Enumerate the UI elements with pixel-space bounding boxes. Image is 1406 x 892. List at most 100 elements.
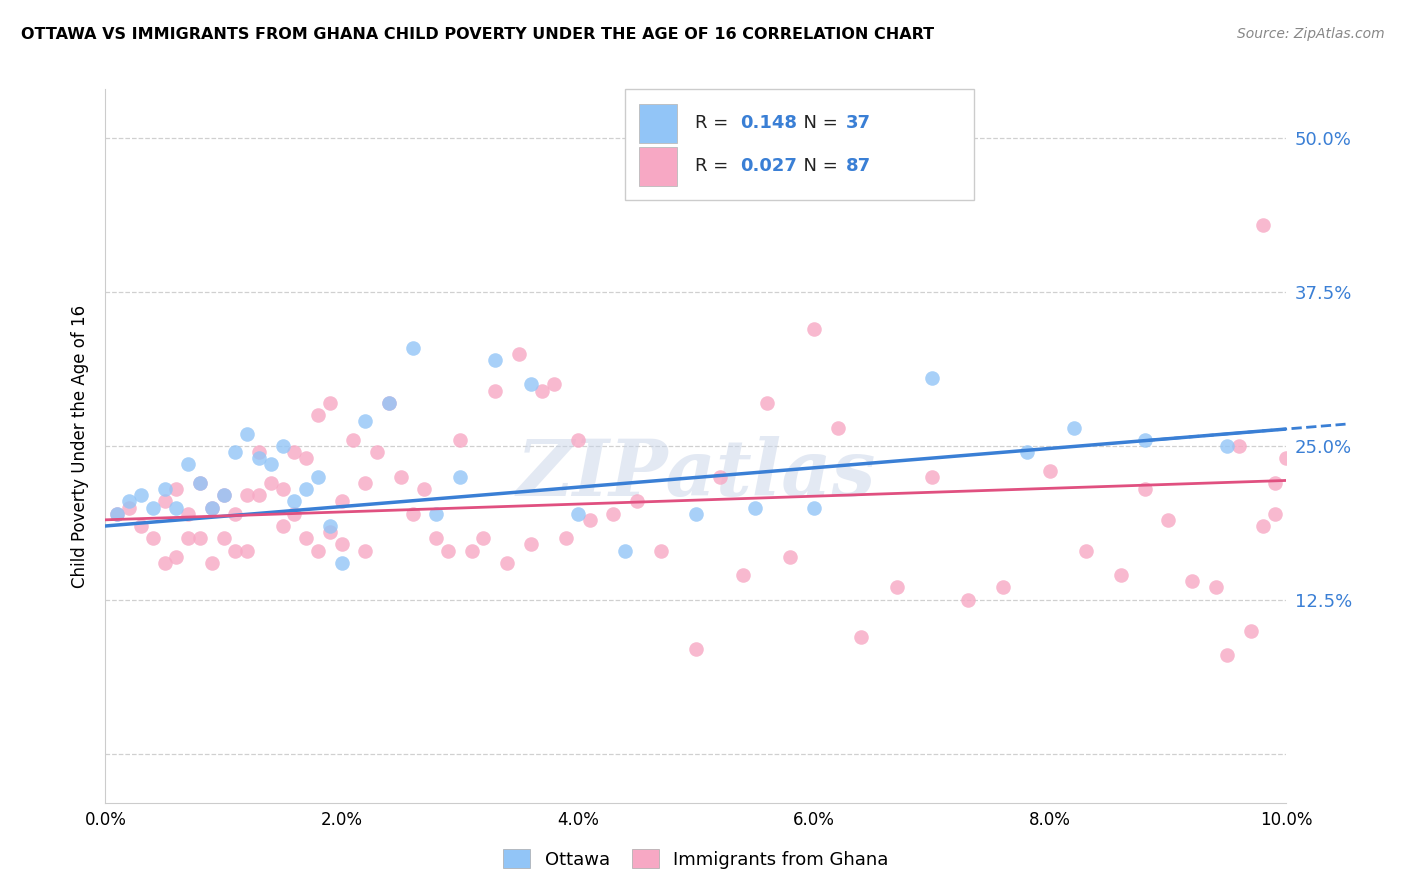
Point: [921, 469, 943, 483]
Text: N =: N =: [792, 114, 844, 132]
Point: [224, 507, 246, 521]
Point: [413, 482, 436, 496]
Text: ZIPatlas: ZIPatlas: [516, 436, 876, 513]
Point: [744, 500, 766, 515]
Point: [555, 531, 578, 545]
Point: [614, 543, 637, 558]
Point: [224, 445, 246, 459]
Point: [153, 494, 176, 508]
Point: [330, 494, 353, 508]
Point: [188, 475, 211, 490]
Point: [1251, 519, 1274, 533]
Y-axis label: Child Poverty Under the Age of 16: Child Poverty Under the Age of 16: [72, 304, 90, 588]
Point: [378, 396, 401, 410]
Point: [342, 433, 364, 447]
Point: [1109, 568, 1132, 582]
Point: [709, 469, 731, 483]
Point: [153, 556, 176, 570]
Point: [449, 433, 471, 447]
Point: [425, 531, 447, 545]
Point: [201, 556, 224, 570]
Point: [803, 322, 825, 336]
Point: [1181, 574, 1204, 589]
Point: [118, 494, 141, 508]
Point: [449, 469, 471, 483]
Point: [733, 568, 755, 582]
Point: [519, 537, 541, 551]
Point: [260, 458, 283, 472]
Point: [991, 581, 1014, 595]
Point: [236, 488, 259, 502]
Point: [1264, 507, 1286, 521]
Point: [1074, 543, 1097, 558]
Point: [508, 347, 530, 361]
Point: [212, 488, 235, 502]
Point: [201, 500, 224, 515]
Point: [1240, 624, 1263, 638]
Point: [956, 592, 979, 607]
Point: [177, 507, 200, 521]
Text: 0.148: 0.148: [740, 114, 797, 132]
Point: [177, 458, 200, 472]
Point: [1216, 439, 1239, 453]
Point: [378, 396, 401, 410]
Point: [626, 494, 648, 508]
Point: [165, 549, 187, 564]
Point: [1157, 513, 1180, 527]
Point: [484, 352, 506, 367]
Point: [247, 451, 270, 466]
Point: [460, 543, 482, 558]
Point: [484, 384, 506, 398]
Text: 87: 87: [846, 157, 872, 175]
Point: [236, 543, 259, 558]
Point: [283, 494, 305, 508]
Point: [247, 488, 270, 502]
Point: [1275, 451, 1298, 466]
Point: [567, 433, 589, 447]
Point: [921, 371, 943, 385]
Point: [827, 420, 849, 434]
Text: R =: R =: [695, 114, 734, 132]
Point: [271, 482, 294, 496]
Point: [129, 488, 152, 502]
Point: [283, 445, 305, 459]
Point: [803, 500, 825, 515]
Point: [602, 507, 624, 521]
Point: [496, 556, 519, 570]
FancyBboxPatch shape: [640, 103, 678, 143]
Point: [425, 507, 447, 521]
Point: [118, 500, 141, 515]
Point: [1063, 420, 1085, 434]
Point: [886, 581, 908, 595]
Point: [295, 451, 318, 466]
Point: [260, 475, 283, 490]
Point: [366, 445, 388, 459]
Point: [212, 488, 235, 502]
Point: [319, 396, 342, 410]
Point: [307, 543, 329, 558]
Point: [307, 409, 329, 423]
Point: [307, 469, 329, 483]
Point: [1264, 475, 1286, 490]
Point: [188, 475, 211, 490]
Text: Source: ZipAtlas.com: Source: ZipAtlas.com: [1237, 27, 1385, 41]
Point: [755, 396, 778, 410]
Point: [650, 543, 672, 558]
Point: [247, 445, 270, 459]
Point: [578, 513, 600, 527]
Legend: Ottawa, Immigrants from Ghana: Ottawa, Immigrants from Ghana: [496, 842, 896, 876]
Point: [283, 507, 305, 521]
Point: [472, 531, 495, 545]
Point: [354, 475, 377, 490]
Point: [142, 531, 165, 545]
Point: [519, 377, 541, 392]
Point: [224, 543, 246, 558]
Text: OTTAWA VS IMMIGRANTS FROM GHANA CHILD POVERTY UNDER THE AGE OF 16 CORRELATION CH: OTTAWA VS IMMIGRANTS FROM GHANA CHILD PO…: [21, 27, 934, 42]
Point: [319, 519, 342, 533]
Point: [236, 426, 259, 441]
Point: [354, 543, 377, 558]
Point: [851, 630, 873, 644]
FancyBboxPatch shape: [626, 89, 973, 200]
Point: [271, 439, 294, 453]
FancyBboxPatch shape: [640, 146, 678, 186]
